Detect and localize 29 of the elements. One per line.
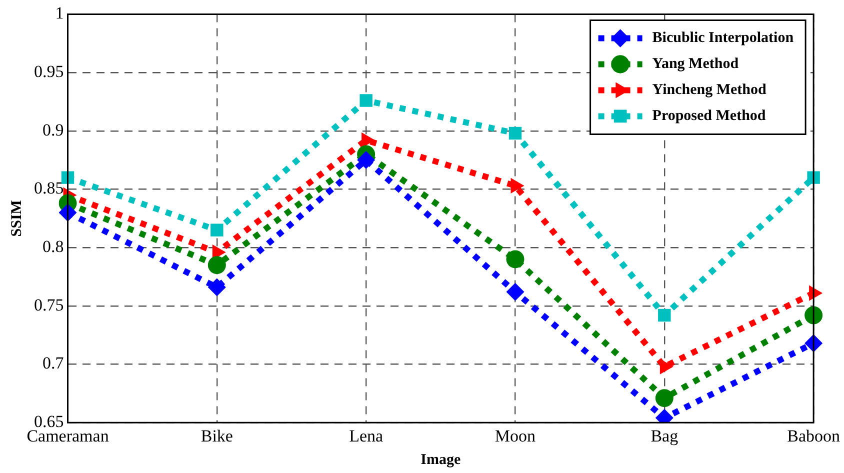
- point: [208, 256, 226, 274]
- y-tick-label: 0.7: [42, 354, 64, 373]
- x-tick-label: Baboon: [787, 426, 840, 446]
- y-tick-label: 1: [55, 4, 64, 23]
- point: [357, 151, 376, 170]
- y-tick-label: 0.8: [42, 237, 64, 256]
- point: [655, 389, 674, 408]
- point: [210, 224, 224, 236]
- legend-label: Yang Method: [652, 56, 740, 72]
- y-tick-label: 0.9: [42, 120, 64, 140]
- y-tick-label: 0.95: [34, 62, 64, 82]
- x-tick-label: Bag: [650, 426, 679, 446]
- y-tick-label: 0.75: [34, 295, 64, 314]
- point: [658, 308, 671, 322]
- point: [508, 126, 522, 140]
- point: [506, 250, 524, 268]
- point: [506, 282, 524, 301]
- legend-label: Bicublic Interpolation: [652, 30, 794, 46]
- point: [807, 171, 820, 184]
- y-axis-title: SSIM: [8, 200, 25, 237]
- x-tick-label: Lena: [349, 426, 384, 446]
- y-tick-label: 0.85: [34, 178, 64, 198]
- x-axis-title: Image: [420, 452, 461, 468]
- x-tick-label: Moon: [494, 426, 536, 446]
- x-tick-label: Bike: [200, 426, 233, 446]
- legend-label: Yincheng Method: [652, 82, 767, 98]
- legend-label: Proposed Method: [652, 108, 766, 124]
- point: [360, 94, 372, 107]
- point: [208, 278, 226, 296]
